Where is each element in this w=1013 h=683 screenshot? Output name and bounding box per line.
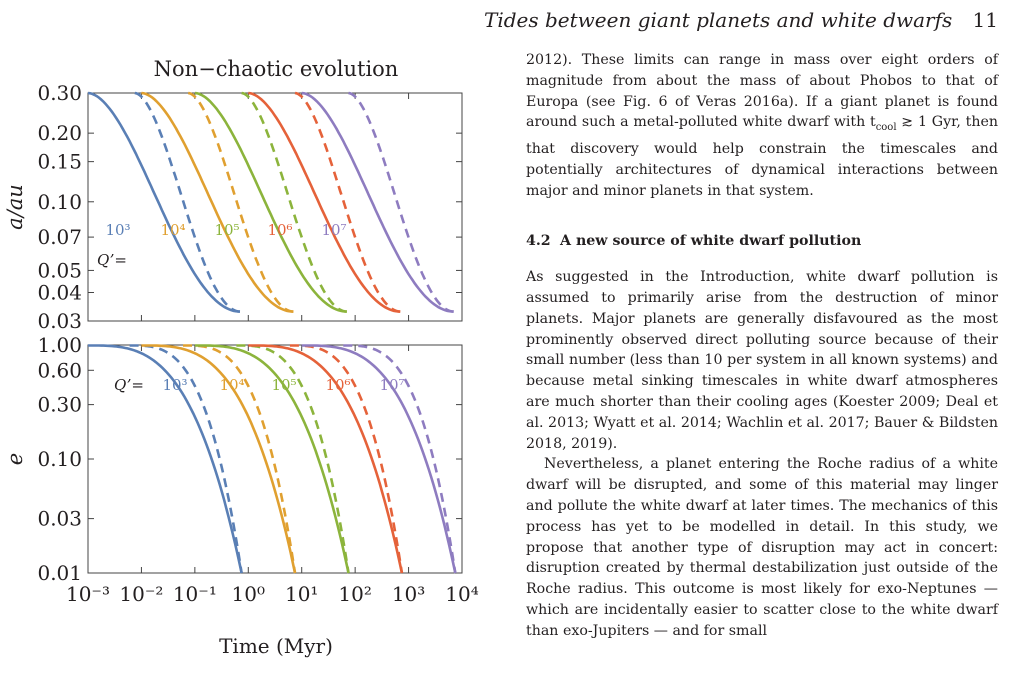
y-axis-label: a/au	[3, 184, 27, 230]
x-tick-label: 10⁻¹	[173, 582, 217, 606]
page-number: 11	[972, 8, 998, 32]
section-heading: 4.2 A new source of white dwarf pollution	[526, 231, 998, 252]
x-tick-label: 10⁻³	[66, 582, 110, 606]
y-tick-label: 0.04	[37, 281, 82, 305]
series-solid-line	[301, 91, 454, 313]
series-label: 10⁴	[219, 376, 244, 394]
paragraph-continued: 2012). These limits can range in mass ov…	[526, 52, 998, 199]
t-cool-subscript: cool	[875, 122, 897, 134]
y-tick-label: 0.07	[37, 225, 82, 249]
series-solid-line	[248, 344, 404, 574]
y-tick-label: 0.10	[37, 447, 82, 471]
y-tick-label: 0.30	[37, 393, 82, 417]
x-tick-label: 10²	[338, 582, 371, 606]
series-label: 10³	[105, 221, 130, 239]
y-axis-label: e	[3, 453, 27, 465]
text-column: 2012). These limits can range in mass ov…	[526, 50, 998, 642]
y-tick-label: 0.03	[37, 507, 82, 531]
q-label: Q’=	[114, 376, 144, 394]
series-label: 10³	[162, 376, 187, 394]
paragraph-pollution: As suggested in the Introduction, white …	[526, 269, 998, 452]
series-dashed-line	[348, 91, 454, 313]
paragraph-disruption: Nevertheless, a planet entering the Roch…	[526, 456, 998, 639]
series-solid-line	[194, 91, 347, 313]
series-solid-line	[88, 344, 243, 574]
series-dashed-line	[134, 91, 241, 313]
series-dashed-line	[187, 91, 294, 313]
series-solid-line	[141, 91, 294, 313]
y-tick-label: 0.15	[37, 150, 82, 174]
series-label: 10⁷	[321, 221, 346, 239]
q-label: Q’=	[97, 251, 127, 269]
series-solid-line	[87, 91, 241, 313]
series-dashed-line	[241, 91, 347, 313]
series-label: 10⁵	[271, 376, 296, 394]
series-label: 10⁶	[325, 376, 350, 394]
series-solid-line	[194, 344, 350, 574]
y-tick-label: 0.30	[37, 81, 82, 105]
series-label: 10⁴	[160, 221, 185, 239]
series-label: 10⁵	[214, 221, 239, 239]
x-tick-label: 10⁴	[445, 582, 478, 606]
section-number: 4.2	[526, 233, 551, 250]
y-tick-label: 0.20	[37, 121, 82, 145]
series-solid-line	[248, 91, 401, 313]
running-header: Tides between giant planets and white dw…	[484, 6, 998, 34]
series-dashed-line	[343, 344, 457, 574]
y-tick-label: 0.05	[37, 258, 82, 282]
x-tick-label: 10³	[392, 582, 425, 606]
y-tick-label: 0.10	[37, 190, 82, 214]
series-label: 10⁷	[379, 376, 404, 394]
running-title: Tides between giant planets and white dw…	[484, 8, 953, 32]
y-tick-label: 0.01	[37, 561, 82, 585]
x-tick-label: 10¹	[285, 582, 318, 606]
series-solid-line	[141, 344, 297, 574]
figure-tidal-evolution: Non−chaotic evolution 0.030.040.050.070.…	[3, 57, 479, 658]
y-tick-label: 0.03	[37, 309, 82, 333]
semimajor-axis-panel: 0.03 0.040.05 0.07 0.10 0.15 0.20 0.30 a/au 10³ 1…	[3, 81, 463, 333]
y-tick-label: 0.60	[37, 358, 82, 382]
x-tick-label: 10⁻²	[119, 582, 163, 606]
y-tick-label: 1.00	[37, 333, 82, 357]
series-dashed-line	[294, 91, 401, 313]
series-solid-line	[301, 344, 457, 574]
x-axis-label: Time (Myr)	[219, 634, 333, 658]
plot-frame	[87, 92, 463, 322]
series-label: 10⁶	[267, 221, 292, 239]
eccentricity-panel: 0.01 0.03 0.10 0.30 0.601.00 e 10³ 10⁴ 10⁵ 10⁶ 10⁷…	[3, 333, 479, 606]
section-title: A new source of white dwarf pollution	[560, 233, 862, 250]
x-tick-label: 10⁰	[232, 582, 265, 606]
top-panel-title: Non−chaotic evolution	[154, 57, 399, 81]
